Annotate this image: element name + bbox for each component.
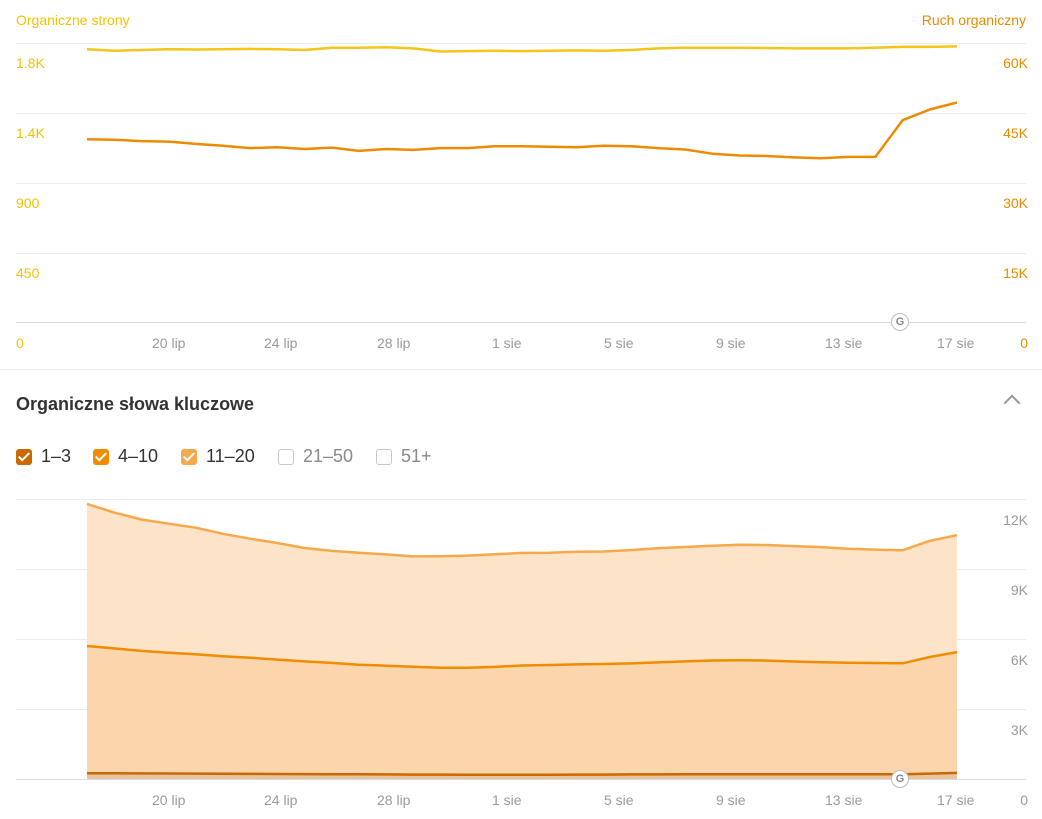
baseline [16,322,1026,323]
right-tick: 0 [1020,792,1028,808]
right-axis-title: Ruch organiczny [921,12,1026,28]
x-tick: 20 lip [152,792,186,808]
filter-pos-51-plus[interactable]: 51+ [376,446,432,467]
right-tick: 0 [1020,335,1028,351]
x-tick: 9 sie [716,792,746,808]
checkbox-empty-icon[interactable] [376,448,392,465]
filter-label: 4–10 [118,446,159,466]
gridline [16,43,1026,44]
keywords-area-chart [86,502,958,779]
right-tick: 60K [1003,55,1028,71]
x-tick: 5 sie [604,335,634,351]
right-tick: 6K [1010,652,1028,668]
gridline [16,113,1026,114]
x-tick: 28 lip [377,335,411,351]
organic-pages-line [86,45,958,53]
organic-traffic-line [86,101,958,160]
x-tick: 9 sie [716,335,746,351]
left-tick: 1.4K [16,125,45,141]
x-tick: 24 lip [264,792,298,808]
filter-label: 1–3 [41,446,72,466]
filter-label: 21–50 [303,446,354,466]
filter-pos-1-3[interactable]: 1–3 [16,446,71,467]
checkbox-checked-icon[interactable] [93,448,109,465]
x-tick: 13 sie [825,792,863,808]
left-tick: 450 [16,265,40,281]
checkbox-empty-icon[interactable] [278,448,294,465]
gridline [16,253,1026,254]
filter-pos-11-20[interactable]: 11–20 [181,446,255,467]
gridline [16,499,1026,500]
x-tick: 13 sie [825,335,863,351]
right-tick: 12K [1003,512,1028,528]
filter-pos-21-50[interactable]: 21–50 [278,446,353,467]
x-tick: 1 sie [492,335,522,351]
section-divider [0,369,1042,370]
left-axis-title: Organiczne strony [16,12,130,28]
x-tick: 5 sie [604,792,634,808]
gridline [16,183,1026,184]
left-tick: 1.8K [16,55,45,71]
pos-4-10-area [87,646,957,775]
x-tick: 17 sie [937,335,975,351]
chevron-up-icon[interactable] [1003,394,1021,412]
checkbox-checked-icon[interactable] [16,448,32,465]
filter-pos-4-10[interactable]: 4–10 [93,446,158,467]
left-tick: 0 [16,335,24,351]
checkbox-checked-icon[interactable] [181,448,197,465]
right-tick: 15K [1003,265,1028,281]
filter-label: 51+ [401,446,432,466]
google-update-icon[interactable]: G [891,313,909,331]
filter-label: 11–20 [206,446,255,466]
pos-11-20-area [87,503,957,668]
right-tick: 3K [1010,722,1028,738]
right-tick: 30K [1003,195,1028,211]
section-title: Organiczne słowa kluczowe [16,394,255,414]
x-tick: 20 lip [152,335,186,351]
x-tick: 17 sie [937,792,975,808]
pos-11-20-line [86,502,958,558]
x-tick: 28 lip [377,792,411,808]
right-tick: 45K [1003,125,1028,141]
x-tick: 24 lip [264,335,298,351]
traffic-line-chart [86,45,958,160]
right-tick: 9K [1010,582,1028,598]
pos-4-10-line [86,644,958,670]
x-tick: 1 sie [492,792,522,808]
google-update-icon[interactable]: G [891,770,909,788]
baseline [16,779,1026,780]
left-tick: 900 [16,195,40,211]
pos-1-3-line [86,771,958,776]
